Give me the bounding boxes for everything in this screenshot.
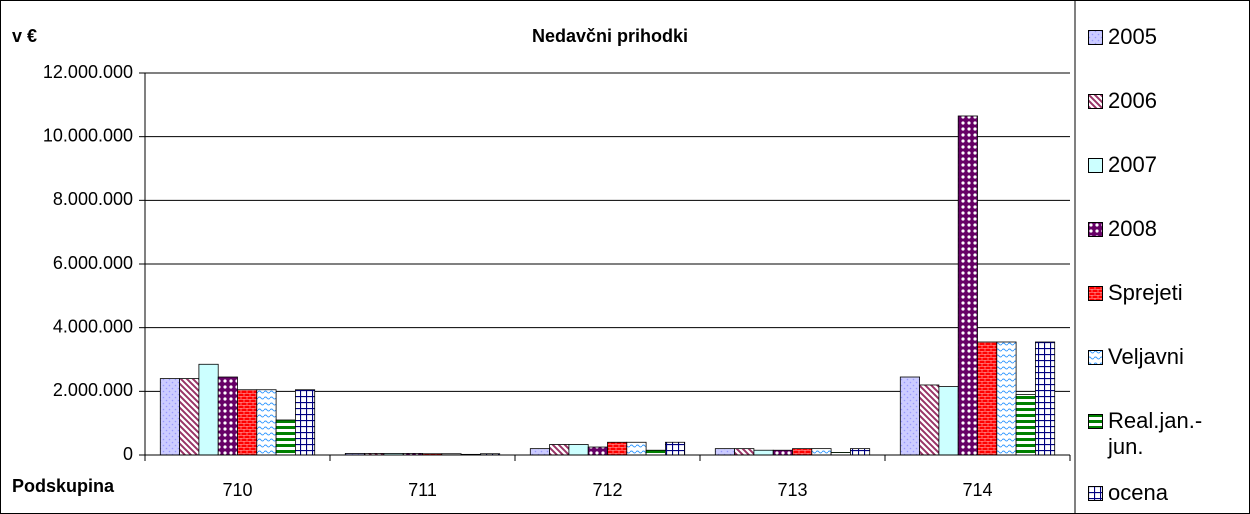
bar <box>294 389 316 456</box>
bar <box>977 341 998 456</box>
legend-item: ocena <box>1088 480 1208 506</box>
legend-item: 2008 <box>1088 216 1208 242</box>
legend-label: Veljavni <box>1108 344 1184 369</box>
legend-item: Real.jan.-jun. <box>1088 408 1208 460</box>
legend-swatch <box>1088 414 1103 429</box>
bar <box>714 448 735 456</box>
legend-label: ocena <box>1108 480 1168 505</box>
legend-label: 2005 <box>1108 24 1157 49</box>
legend-item: 2007 <box>1088 152 1208 178</box>
bar <box>549 444 570 456</box>
legend-swatch <box>1088 222 1103 237</box>
bar <box>734 448 755 456</box>
bar <box>1015 394 1036 456</box>
y-tick-label: 10.000.000 <box>43 125 133 145</box>
bar <box>607 441 628 456</box>
legend-item: Sprejeti <box>1088 280 1208 306</box>
bar <box>587 446 608 456</box>
bar <box>179 378 200 456</box>
legend-label: Sprejeti <box>1108 280 1183 305</box>
y-tick-label: 6.000.000 <box>53 253 133 273</box>
y-axis-label: v € <box>12 26 37 46</box>
bar <box>275 419 296 456</box>
y-tick-label: 8.000.000 <box>53 189 133 209</box>
legend-swatch <box>1088 158 1103 173</box>
legend-item: Veljavni <box>1088 344 1208 370</box>
legend-swatch <box>1088 486 1103 501</box>
y-tick-label: 0 <box>123 444 133 464</box>
bar <box>753 449 774 456</box>
bar <box>529 448 550 456</box>
legend-swatch <box>1088 30 1103 45</box>
x-tick-label: 711 <box>408 480 437 500</box>
bar <box>237 389 258 456</box>
y-tick-label: 12.000.000 <box>43 62 133 82</box>
bar <box>772 449 793 456</box>
x-tick-label: 714 <box>962 480 992 500</box>
bar <box>792 448 813 456</box>
bar <box>568 444 589 456</box>
bar <box>811 448 832 456</box>
y-tick-label: 2.000.000 <box>53 380 133 400</box>
bar <box>626 441 647 456</box>
legend-swatch <box>1088 350 1103 365</box>
y-tick-label: 4.000.000 <box>53 316 133 336</box>
bar <box>217 376 238 456</box>
bar <box>996 341 1017 456</box>
legend-swatch <box>1088 94 1103 109</box>
bar <box>938 386 959 456</box>
bar <box>957 115 978 456</box>
chart-title: Nedavčni prihodki <box>532 26 688 46</box>
bar <box>256 389 277 456</box>
legend-item: 2006 <box>1088 88 1208 114</box>
bar <box>159 378 181 456</box>
bar <box>1035 341 1056 456</box>
bar <box>665 441 686 456</box>
legend-item: 2005 <box>1088 24 1208 50</box>
bar <box>899 376 920 456</box>
legend-label: 2008 <box>1108 216 1157 241</box>
x-axis-label: Podskupina <box>12 476 115 496</box>
legend-swatch <box>1088 286 1103 301</box>
legend: 2005 2006 2007 2008 Sprejeti Veljavni Real.jan… <box>1078 0 1248 514</box>
x-tick-label: 710 <box>222 480 252 500</box>
bar <box>850 448 871 456</box>
x-tick-label: 713 <box>777 480 807 500</box>
legend-label: 2007 <box>1108 152 1157 177</box>
legend-label: 2006 <box>1108 88 1157 113</box>
x-tick-label: 712 <box>592 480 622 500</box>
bar <box>198 363 219 456</box>
bar <box>645 449 666 456</box>
bar <box>919 384 940 456</box>
legend-label: Real.jan.-jun. <box>1108 408 1203 459</box>
